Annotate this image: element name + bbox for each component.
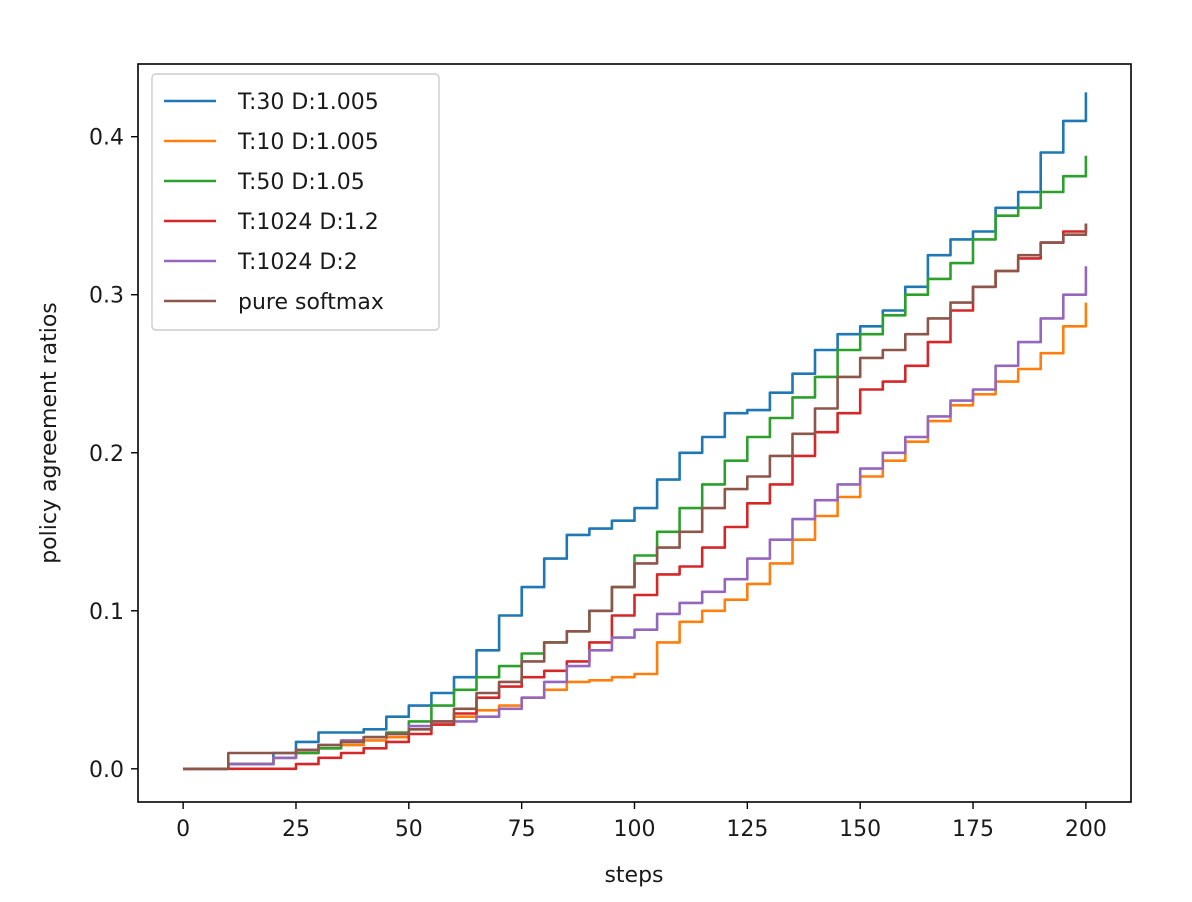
legend-label: T:1024 D:1.2 [237,210,379,235]
series-line-1 [183,92,1088,771]
x-tick-label: 175 [952,817,994,842]
x-axis-label: steps [604,863,663,888]
y-tick-label: 0.4 [89,126,124,151]
x-tick-label: 25 [282,817,310,842]
y-axis: 0.0 0.1 0.2 0.3 0.4 [89,126,138,783]
x-tick-label: 0 [176,817,190,842]
x-tick-label: 150 [839,817,881,842]
y-tick-label: 0.0 [89,758,124,783]
x-tick-label: 100 [614,817,656,842]
x-tick-label: 50 [395,817,423,842]
legend-label: T:50 D:1.05 [237,170,365,195]
legend-label: T:10 D:1.005 [237,130,379,155]
y-tick-label: 0.2 [89,442,124,467]
x-axis: 0 25 50 75 100 125 150 175 200 [176,802,1107,842]
x-tick-label: 200 [1065,817,1107,842]
x-tick-label: 75 [508,817,536,842]
legend-box [151,73,440,331]
series-line-6 [183,223,1088,771]
legend: T:30 D:1.005 T:10 D:1.005 T:50 D:1.05 T:102… [151,73,440,331]
plot-lines [183,92,1088,771]
legend-label: pure softmax [238,290,384,315]
y-tick-label: 0.1 [89,600,124,625]
y-axis-label: policy agreement ratios [37,302,62,564]
series-line-4 [183,223,1088,771]
legend-label: T:1024 D:2 [237,250,358,275]
legend-label: T:30 D:1.005 [237,90,379,115]
y-tick-label: 0.3 [89,284,124,309]
x-tick-label: 125 [726,817,768,842]
